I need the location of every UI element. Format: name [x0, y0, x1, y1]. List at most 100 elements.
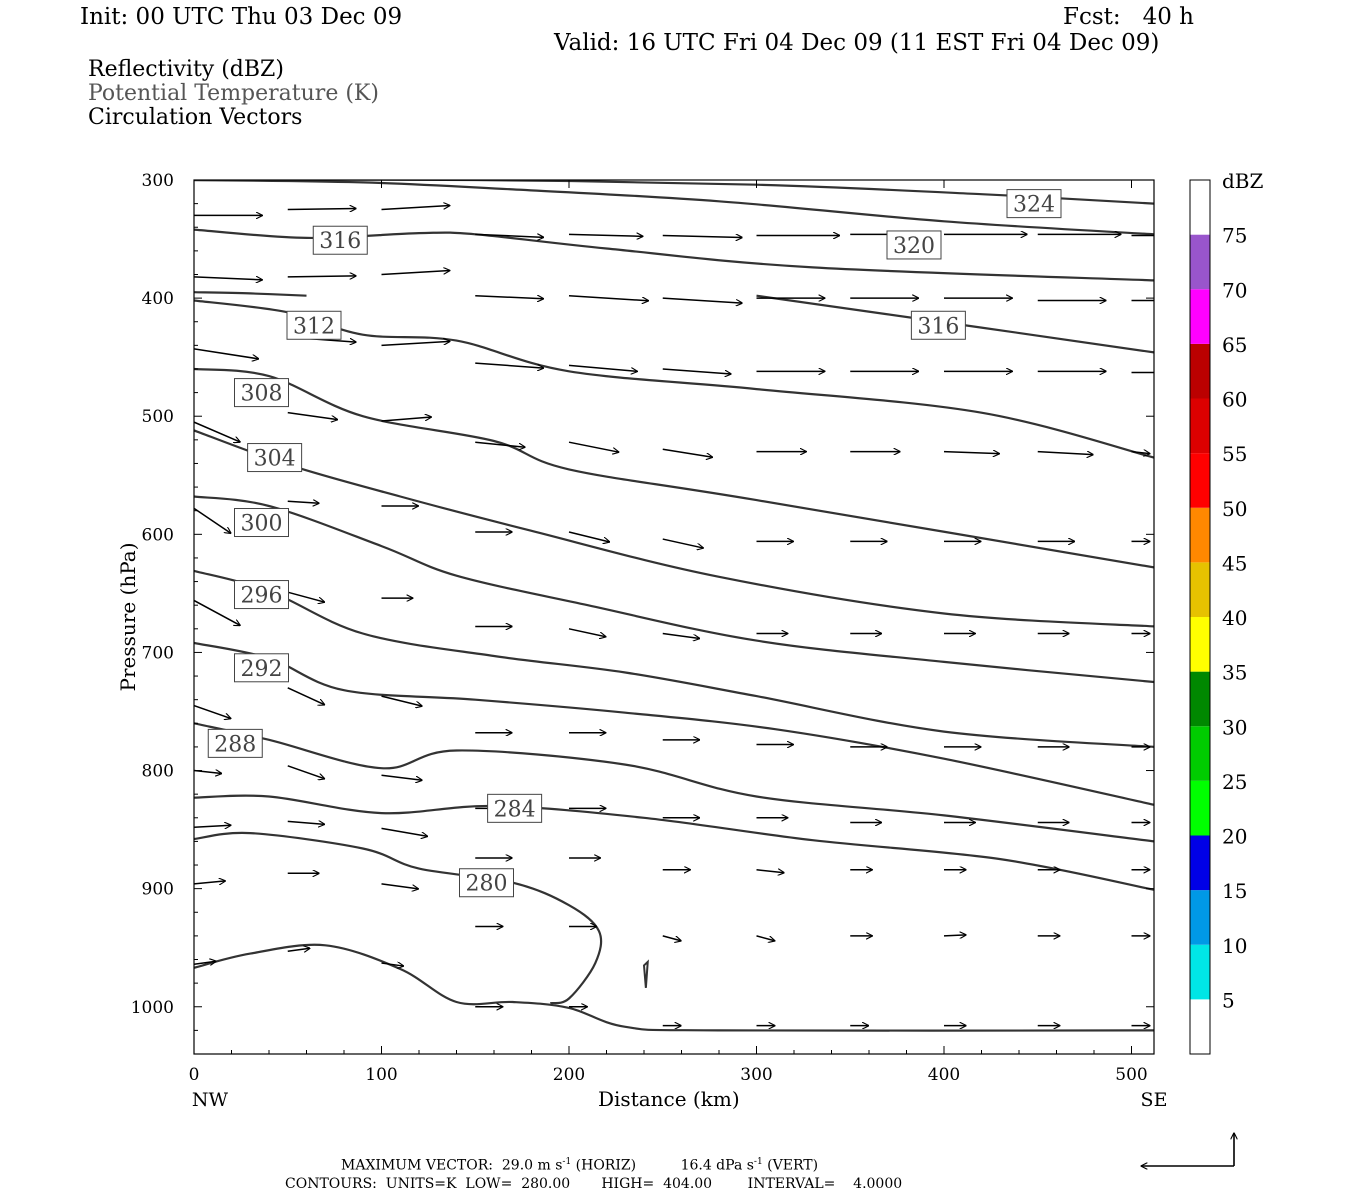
contour-label-300: 300	[241, 512, 283, 537]
valid-time: Valid: 16 UTC Fri 04 Dec 09 (11 EST Fri …	[554, 30, 1160, 56]
colorbar-segment	[1190, 234, 1210, 290]
circulation-vector	[381, 206, 450, 211]
circulation-vector	[287, 276, 356, 277]
circulation-vector	[381, 695, 423, 706]
y-tick-label: 1000	[131, 998, 174, 1018]
y-tick-label: 300	[142, 171, 174, 191]
contour-label-box	[247, 443, 303, 473]
theta-contour-316-4	[756, 294, 1154, 354]
colorbar-level-label: 15	[1222, 879, 1247, 903]
x-axis-label: Distance (km)	[598, 1087, 740, 1111]
circulation-vector	[381, 341, 450, 347]
colorbar-segment	[1190, 453, 1210, 508]
contour-label-box	[312, 225, 368, 255]
y-tick-label: 600	[142, 525, 174, 545]
circulation-vector	[287, 209, 356, 210]
circulation-vector	[475, 441, 525, 447]
theta-contour-cell	[642, 959, 649, 988]
circulation-vector	[662, 368, 731, 374]
circulation-vector	[662, 448, 713, 457]
circulation-vectors	[194, 206, 1154, 1026]
theta-contour-300-8	[194, 495, 1154, 684]
circulation-vector	[287, 765, 325, 779]
y-tick-label: 700	[142, 643, 174, 663]
y-axis-label: Pressure (hPa)	[116, 543, 140, 692]
colorbar-level-label: 70	[1222, 278, 1247, 302]
init-time: Init: 00 UTC Thu 03 Dec 09	[80, 4, 403, 30]
colorbar-level-label: 65	[1222, 333, 1247, 357]
circulation-vector	[475, 362, 543, 368]
x-tick-label: 400	[928, 1065, 960, 1085]
circulation-vector	[194, 881, 225, 884]
contour-label-box	[459, 868, 514, 898]
colorbar-segment	[1190, 890, 1210, 945]
y-tick-label: 900	[142, 880, 174, 900]
colorbar-level-label: 60	[1222, 388, 1247, 412]
colorbar-level-label: 30	[1222, 715, 1247, 739]
theta-contour-316-3	[194, 291, 307, 297]
circulation-vector	[287, 411, 338, 420]
contour-label-312: 312	[293, 314, 335, 339]
contour-label-320: 320	[893, 234, 935, 259]
contour-label-box	[487, 793, 543, 823]
contour-label-280: 280	[466, 872, 508, 897]
colorbar-segment	[1190, 398, 1210, 454]
circulation-vector	[194, 348, 259, 359]
colorbar-level-label: 45	[1222, 551, 1247, 575]
contour-info: CONTOURS: UNITS=K LOW= 280.00 HIGH= 404.…	[285, 1176, 903, 1192]
colorbar-level-label: 20	[1222, 825, 1247, 849]
circulation-vector	[194, 277, 262, 280]
y-tick-label: 500	[142, 407, 174, 427]
colorbar-segment	[1190, 617, 1210, 672]
colorbar-segment	[1190, 780, 1210, 836]
theta-contour-280-13	[194, 831, 603, 1005]
contour-label-box	[234, 378, 289, 408]
colorbar-segment	[1190, 835, 1210, 891]
circulation-vector	[1131, 452, 1151, 454]
plot-frame	[193, 179, 1155, 1055]
contour-label-box	[234, 580, 289, 610]
circulation-vector	[194, 507, 231, 533]
colorbar-segment	[1190, 944, 1210, 1000]
theta-contour-296-9	[194, 569, 1154, 748]
circulation-vector	[568, 364, 637, 371]
contour-label-box	[234, 508, 289, 538]
axes: 0 100 200 300 400 500 300 400 500 600 700 800 900 100…	[131, 171, 1154, 1085]
x-tick-label: 300	[740, 1065, 772, 1085]
circulation-vector	[287, 591, 325, 602]
colorbar-level-label: 40	[1222, 606, 1247, 630]
contour-label-box	[1006, 189, 1062, 219]
colorbar-segment	[1190, 289, 1210, 344]
contour-label-304: 304	[254, 447, 296, 472]
contour-label-324: 324	[1013, 193, 1055, 218]
theta-contour-unlabeled-14	[194, 943, 1154, 1032]
colorbar-level-label: 5	[1222, 988, 1235, 1012]
circulation-vector	[287, 687, 325, 705]
circulation-vector	[662, 538, 704, 548]
contour-label-308: 308	[241, 382, 283, 407]
x-tick-label: 100	[365, 1065, 397, 1085]
circulation-vector	[662, 236, 743, 238]
x-tick-label: 200	[553, 1065, 585, 1085]
circulation-vector	[662, 632, 700, 639]
colorbar-level-label: 10	[1222, 934, 1247, 958]
circulation-vector	[381, 774, 423, 780]
circulation-vector	[662, 935, 682, 941]
x-tick-label: 0	[189, 1065, 200, 1085]
field-reflectivity: Reflectivity (dBZ)	[88, 57, 284, 82]
field-circulation-vectors: Circulation Vectors	[88, 105, 303, 130]
colorbar-level-label: 25	[1222, 770, 1247, 794]
circulation-vector	[381, 883, 419, 889]
theta-contour-304-7	[194, 429, 1154, 628]
contour-label-284: 284	[494, 797, 536, 822]
theta-contour-284-12	[194, 794, 1154, 891]
colorbar-segment	[1190, 726, 1210, 781]
circulation-vector	[381, 963, 404, 966]
colorbar-segment	[1190, 507, 1210, 563]
colorbar-segment	[1190, 343, 1210, 399]
circulation-vector	[194, 961, 216, 964]
colorbar-segment	[1190, 180, 1210, 235]
circulation-vector	[568, 441, 619, 452]
contour-label-296: 296	[241, 584, 283, 609]
circulation-vector	[381, 417, 432, 422]
